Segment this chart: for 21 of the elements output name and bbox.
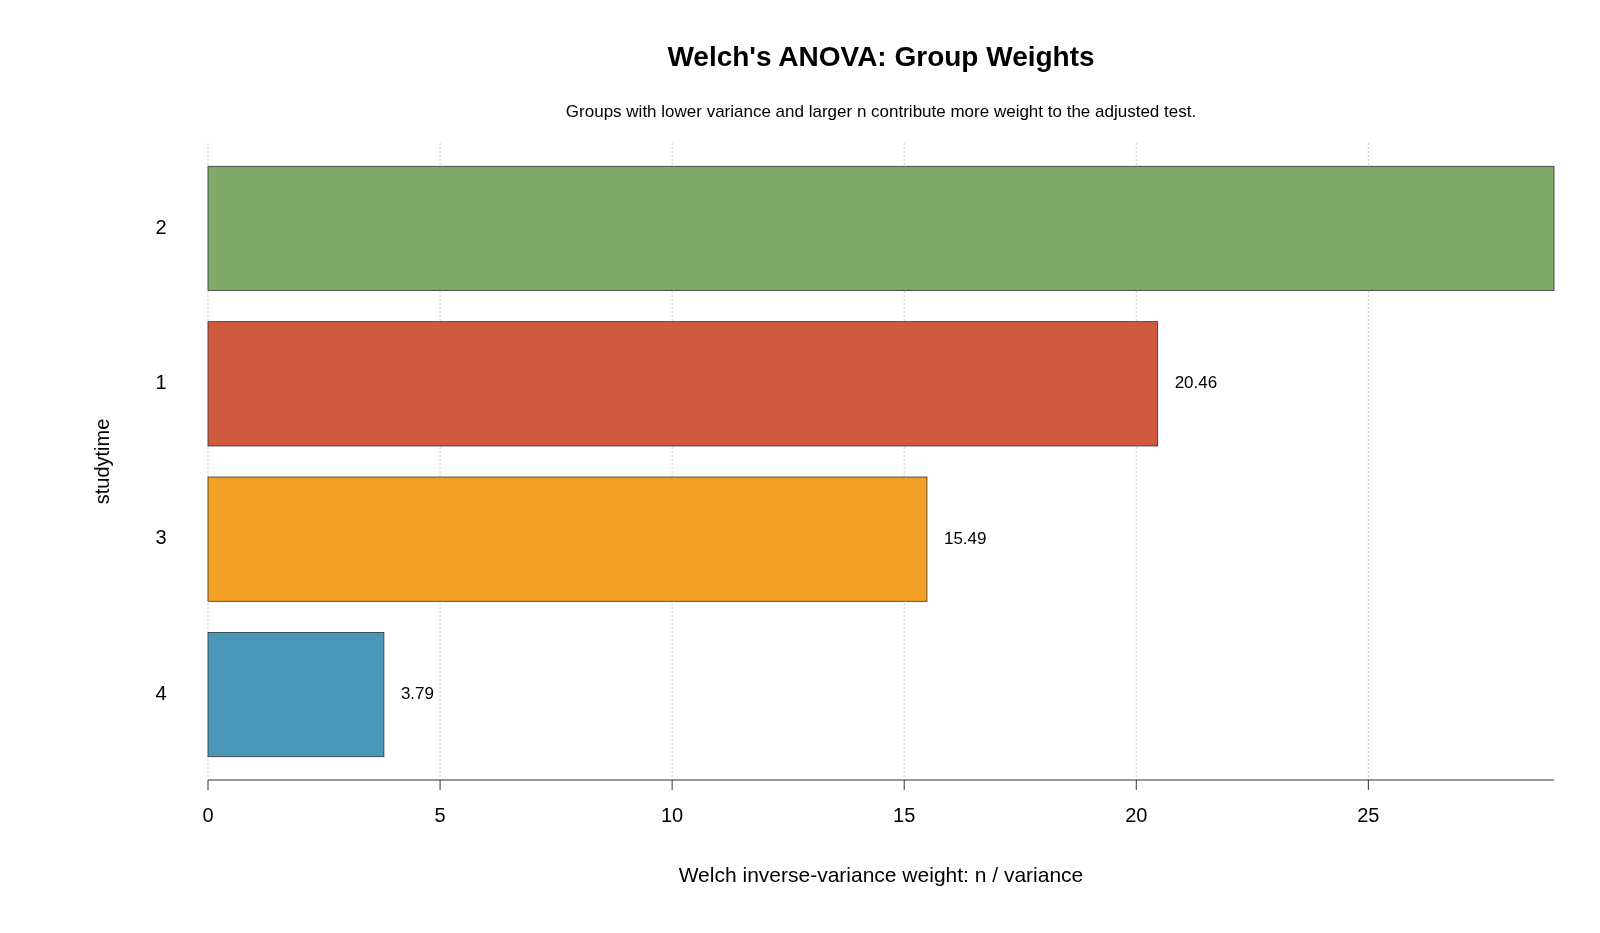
- x-tick-label: 15: [893, 804, 916, 826]
- y-tick-label: 1: [155, 371, 167, 394]
- y-tick-label: 2: [155, 215, 167, 238]
- data-label: 15.49: [943, 528, 987, 548]
- data-label: 20.46: [1174, 373, 1218, 393]
- x-tick-label: 10: [661, 804, 684, 826]
- x-tick-label: 0: [202, 804, 214, 826]
- bar: [207, 165, 1555, 291]
- bar: [207, 321, 1159, 447]
- x-tick-label: 5: [434, 804, 446, 826]
- data-label: 3.79: [400, 684, 434, 704]
- x-axis-title: Welch inverse-variance weight: n / variance: [678, 863, 1084, 886]
- y-axis-title: studytime: [91, 418, 113, 505]
- chart-subtitle: Groups with lower variance and larger n contribute more weight to the adjusted test.: [565, 102, 1197, 121]
- bar: [207, 632, 385, 758]
- chart-title: Welch's ANOVA: Group Weights: [667, 41, 1095, 72]
- y-tick-label: 4: [155, 681, 167, 704]
- x-tick-label: 20: [1125, 804, 1148, 826]
- bar: [207, 476, 928, 602]
- y-tick-label: 3: [155, 526, 167, 549]
- x-tick-label: 25: [1357, 804, 1380, 826]
